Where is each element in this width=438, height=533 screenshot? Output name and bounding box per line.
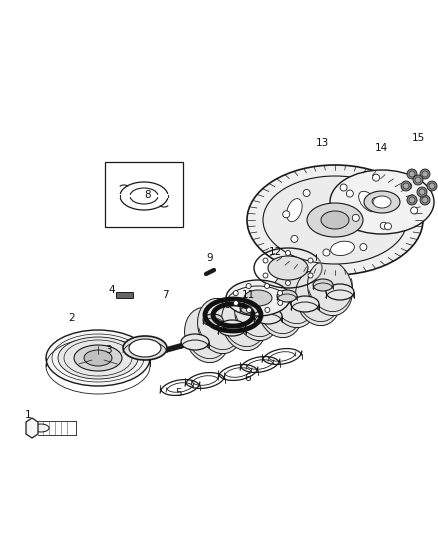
Circle shape (429, 183, 435, 189)
Circle shape (420, 169, 430, 179)
Circle shape (286, 280, 290, 286)
Ellipse shape (198, 298, 243, 353)
Circle shape (308, 273, 313, 278)
Circle shape (420, 195, 430, 205)
Ellipse shape (226, 280, 290, 316)
Circle shape (405, 183, 412, 190)
Circle shape (409, 197, 415, 203)
Text: 6: 6 (245, 373, 251, 383)
Ellipse shape (254, 308, 282, 324)
FancyBboxPatch shape (117, 293, 134, 298)
Circle shape (385, 223, 392, 230)
Circle shape (419, 189, 425, 195)
Circle shape (413, 175, 423, 185)
Circle shape (278, 301, 283, 305)
Text: 9: 9 (207, 253, 213, 263)
Text: 12: 12 (268, 247, 282, 257)
Circle shape (246, 284, 251, 288)
Circle shape (373, 174, 380, 181)
Ellipse shape (330, 170, 434, 234)
Circle shape (407, 169, 417, 179)
Text: 11: 11 (241, 290, 254, 300)
Circle shape (415, 177, 421, 183)
Text: 5: 5 (175, 388, 181, 398)
Ellipse shape (359, 191, 378, 212)
Ellipse shape (258, 282, 303, 337)
Polygon shape (26, 418, 38, 438)
Text: 8: 8 (145, 190, 151, 200)
Ellipse shape (74, 345, 122, 371)
Circle shape (427, 181, 437, 191)
Ellipse shape (58, 337, 138, 379)
Circle shape (278, 290, 283, 295)
Ellipse shape (123, 336, 167, 360)
Ellipse shape (331, 241, 354, 255)
Ellipse shape (129, 339, 161, 357)
Circle shape (340, 184, 347, 191)
Text: 1: 1 (25, 410, 31, 420)
Ellipse shape (313, 279, 333, 291)
Ellipse shape (321, 211, 349, 229)
Circle shape (265, 284, 269, 288)
Ellipse shape (181, 334, 209, 350)
Ellipse shape (291, 296, 319, 312)
Circle shape (286, 251, 290, 255)
Circle shape (346, 190, 353, 197)
Circle shape (380, 222, 387, 229)
Ellipse shape (84, 350, 112, 366)
Circle shape (263, 258, 268, 263)
Circle shape (403, 183, 409, 189)
Ellipse shape (326, 284, 354, 300)
Bar (105, 162, 183, 227)
Ellipse shape (286, 199, 302, 222)
Ellipse shape (240, 302, 260, 314)
Ellipse shape (33, 424, 49, 432)
Circle shape (417, 187, 427, 197)
Ellipse shape (218, 320, 246, 336)
Circle shape (233, 290, 238, 296)
Circle shape (409, 171, 415, 177)
Text: 13: 13 (315, 138, 328, 148)
Ellipse shape (222, 295, 266, 351)
Circle shape (291, 236, 298, 243)
Circle shape (283, 211, 290, 218)
Ellipse shape (203, 314, 223, 326)
Circle shape (265, 308, 270, 312)
Text: 7: 7 (162, 290, 168, 300)
Circle shape (247, 308, 251, 312)
Ellipse shape (263, 176, 407, 264)
Text: 14: 14 (374, 143, 388, 153)
Ellipse shape (234, 285, 279, 341)
Circle shape (360, 244, 367, 251)
Ellipse shape (46, 330, 150, 386)
Ellipse shape (307, 260, 353, 316)
Text: 15: 15 (411, 133, 424, 143)
Ellipse shape (244, 290, 272, 306)
Circle shape (422, 197, 428, 203)
Circle shape (263, 273, 268, 278)
Ellipse shape (364, 191, 400, 213)
Ellipse shape (277, 290, 297, 302)
Circle shape (233, 301, 238, 305)
Text: 2: 2 (69, 313, 75, 323)
Ellipse shape (307, 203, 363, 237)
Ellipse shape (296, 270, 340, 326)
Circle shape (411, 207, 418, 214)
Ellipse shape (373, 196, 391, 208)
Circle shape (308, 258, 313, 263)
Text: 3: 3 (105, 345, 111, 355)
Circle shape (303, 189, 310, 197)
Circle shape (407, 195, 417, 205)
Circle shape (352, 214, 359, 221)
Circle shape (422, 171, 428, 177)
Circle shape (372, 198, 379, 205)
Ellipse shape (247, 165, 423, 275)
Ellipse shape (272, 272, 316, 328)
Circle shape (401, 181, 411, 191)
Text: 10: 10 (219, 300, 232, 310)
Ellipse shape (268, 256, 308, 280)
Circle shape (323, 249, 330, 256)
Ellipse shape (184, 308, 230, 362)
Text: 4: 4 (109, 285, 115, 295)
